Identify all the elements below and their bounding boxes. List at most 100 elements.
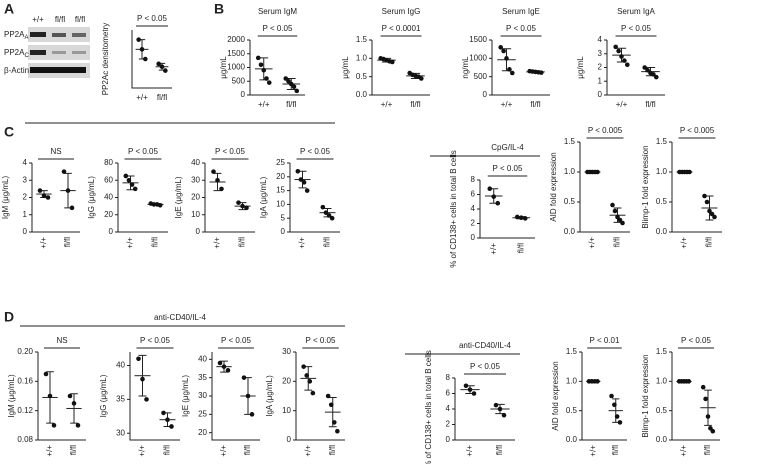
data-point xyxy=(61,169,67,174)
y-tick-label: 2 xyxy=(23,193,28,202)
data-point xyxy=(493,402,499,408)
significance-label: NS xyxy=(50,147,61,156)
y-tick-label: 40 xyxy=(104,193,113,202)
data-point xyxy=(613,44,618,50)
x-tick-label: fl/fl xyxy=(613,237,622,247)
data-point xyxy=(703,396,708,402)
data-point xyxy=(161,410,166,416)
chart: Serum IgG μg/mL 0.0 0.5 1.0 1.5 +/+ fl/fl P < 0.… xyxy=(341,7,430,109)
y-tick-label: 20 xyxy=(191,193,200,202)
y-tick-label: 0.5 xyxy=(356,72,368,81)
x-tick-label: fl/fl xyxy=(703,445,712,455)
x-tick-label: +/+ xyxy=(501,100,513,109)
panel-label: B xyxy=(214,1,224,17)
data-point xyxy=(215,177,220,183)
data-point xyxy=(219,186,224,192)
row-name: PP2A xyxy=(4,30,25,39)
y-tick-label: 1.0 xyxy=(566,376,578,385)
row-label: PP2AC xyxy=(4,48,29,58)
data-point xyxy=(163,68,168,73)
data-point xyxy=(225,368,231,373)
x-tick-label: fl/fl xyxy=(286,100,296,109)
axis xyxy=(579,142,630,233)
y-tick-label: 0 xyxy=(23,227,28,236)
x-tick-label: +/+ xyxy=(213,237,222,249)
x-tick-label: +/+ xyxy=(219,445,228,457)
band xyxy=(52,51,66,54)
data-point xyxy=(139,47,145,52)
chart: PP2Ac densitometry +/+ fl/fl P < 0.05 xyxy=(101,14,172,102)
data-point xyxy=(211,169,216,174)
x-tick-label: +/+ xyxy=(588,445,597,457)
significance-label: P < 0.005 xyxy=(588,126,623,135)
y-tick-label: 0.5 xyxy=(656,406,668,415)
axis xyxy=(249,40,305,96)
y-tick-label: 25 xyxy=(198,409,207,418)
x-tick-label: +/+ xyxy=(680,237,689,249)
y-tick-label: 40 xyxy=(198,354,207,363)
y-tick-label: 0.5 xyxy=(656,197,668,206)
y-axis-label: Blimp-1 fold expression xyxy=(641,354,650,437)
y-tick-label: 500 xyxy=(232,76,246,85)
data-point xyxy=(712,214,717,220)
chart: Blimp-1 fold expression 0.0 0.5 1.0 1.5 +/+ fl… xyxy=(641,126,722,249)
y-tick-label: 1.5 xyxy=(656,137,668,146)
significance-label: P < 0.05 xyxy=(506,24,536,33)
band xyxy=(52,33,66,37)
chart: AID fold expression 0.0 0.5 1.0 1.5 +/+ fl/fl P… xyxy=(551,336,627,457)
y-tick-label: 0.0 xyxy=(356,90,368,99)
data-point xyxy=(471,391,477,396)
chart: IgG (μg/mL) 0 20 40 60 80 +/+ fl/fl P < 0.05 xyxy=(87,147,168,249)
data-point xyxy=(595,379,600,384)
data-point xyxy=(331,420,337,425)
band xyxy=(30,50,46,55)
y-tick-label: 1.0 xyxy=(656,167,668,176)
y-tick-label: 8 xyxy=(446,373,451,382)
y-tick-label: 1.0 xyxy=(356,53,368,62)
x-tick-label: fl/fl xyxy=(516,243,525,253)
y-tick-label: 3 xyxy=(23,175,28,184)
y-tick-label: 10 xyxy=(276,200,285,209)
y-tick-label: 25 xyxy=(276,158,285,167)
significance-label: P < 0.05 xyxy=(621,24,651,33)
data-point xyxy=(301,180,307,185)
data-point xyxy=(295,168,301,174)
data-point xyxy=(221,364,227,369)
error-bar xyxy=(138,354,147,397)
data-point xyxy=(539,70,544,75)
y-tick-label: 0.0 xyxy=(656,227,668,236)
y-tick-label: 8 xyxy=(471,175,476,184)
y-tick-label: 0.08 xyxy=(17,435,33,444)
significance-label: P < 0.05 xyxy=(300,147,330,156)
y-tick-label: 2000 xyxy=(227,35,245,44)
data-point xyxy=(645,67,650,73)
significance-label: P < 0.0001 xyxy=(382,24,421,33)
data-point xyxy=(261,67,267,73)
y-tick-label: 0 xyxy=(109,227,114,236)
data-point xyxy=(622,58,627,63)
data-point xyxy=(159,64,165,70)
y-tick-label: 0 xyxy=(287,435,292,444)
data-point xyxy=(240,203,245,209)
y-tick-label: 0.5 xyxy=(566,406,578,415)
significance-label: P < 0.05 xyxy=(493,164,523,173)
y-tick-label: 0 xyxy=(483,90,488,99)
error-bar xyxy=(705,195,714,221)
data-point xyxy=(217,360,223,366)
chart-title: Serum IgE xyxy=(502,7,540,16)
axis xyxy=(581,352,627,441)
data-point xyxy=(320,204,326,210)
data-point xyxy=(169,424,174,429)
y-tick-label: 30 xyxy=(116,428,125,437)
significance-label: P < 0.05 xyxy=(221,336,251,345)
data-point xyxy=(504,56,509,61)
x-tick-label: +/+ xyxy=(45,445,54,457)
y-axis-label: μg/mL xyxy=(576,56,585,79)
x-tick-label: +/+ xyxy=(679,445,688,457)
y-tick-label: 2 xyxy=(471,219,476,228)
y-tick-label: 5 xyxy=(281,213,286,222)
data-point xyxy=(258,62,264,68)
y-tick-label: 1.0 xyxy=(656,376,668,385)
y-tick-label: 1500 xyxy=(227,49,245,58)
